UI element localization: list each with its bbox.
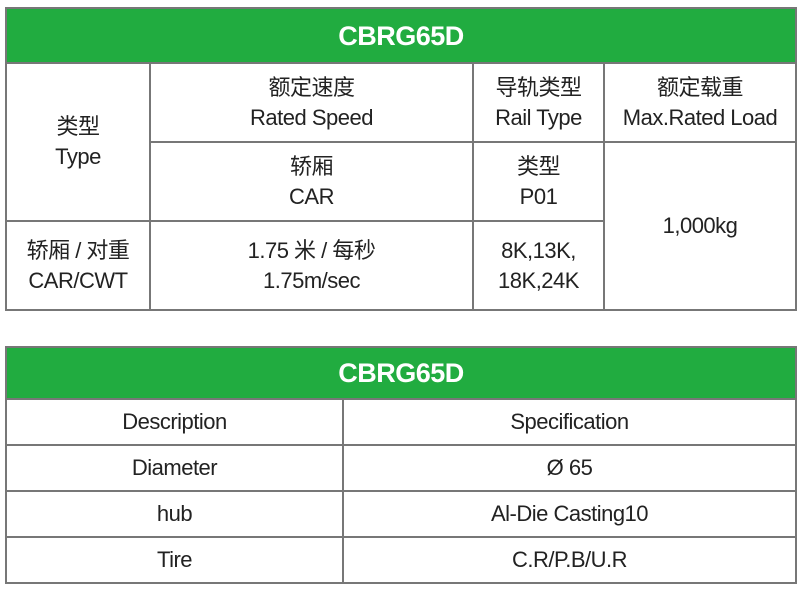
type-header: 类型 Type bbox=[5, 62, 151, 222]
row-label: hub bbox=[5, 490, 344, 538]
rail-type-cell: 类型 P01 bbox=[472, 141, 605, 222]
rail-type-cn: 类型 bbox=[516, 153, 561, 179]
row-value: Al-Die Casting10 bbox=[342, 490, 797, 538]
row-value: C.R/P.B/U.R bbox=[342, 536, 797, 584]
table-title: CBRG65D bbox=[5, 346, 797, 400]
spec-table-main: CBRG65D 类型 Type 额定速度 Rated Speed 导轨类型 Ra… bbox=[4, 7, 798, 311]
speed-header: 额定速度 Rated Speed bbox=[149, 62, 474, 143]
car-cn: 轿厢 bbox=[289, 153, 334, 179]
type-cn: 类型 bbox=[56, 114, 100, 139]
table-row: hub Al-Die Casting10 bbox=[5, 490, 797, 538]
row-value: Ø 65 bbox=[342, 444, 797, 492]
carcwt-cell: 轿厢 / 对重 CAR/CWT bbox=[5, 220, 151, 311]
speed-value-cell: 1.75 米 / 每秒 1.75m/sec bbox=[149, 220, 474, 311]
speed-cn: 额定速度 bbox=[268, 74, 355, 100]
carcwt-cn: 轿厢 / 对重 bbox=[26, 237, 130, 263]
row-label: Tire bbox=[5, 536, 344, 584]
table-row: Tire C.R/P.B/U.R bbox=[5, 536, 797, 584]
rail-header: 导轨类型 Rail Type bbox=[472, 62, 605, 143]
table-title: CBRG65D bbox=[4, 7, 798, 64]
rail-cn: 导轨类型 bbox=[495, 74, 582, 100]
column-header-specification: Specification bbox=[342, 398, 797, 446]
car-cell: 轿厢 CAR bbox=[149, 141, 474, 222]
column-header-description: Description bbox=[5, 398, 344, 446]
type-en: Type bbox=[55, 144, 101, 169]
rail-values-1: 8K,13K, bbox=[501, 237, 576, 263]
table-row: Diameter Ø 65 bbox=[5, 444, 797, 492]
spec-table-details: CBRG65D Description Specification Diamet… bbox=[5, 346, 797, 584]
rail-en: Rail Type bbox=[495, 104, 582, 130]
rail-values-cell: 8K,13K, 18K,24K bbox=[472, 220, 605, 311]
speed-value-en: 1.75m/sec bbox=[263, 267, 361, 293]
rail-values-2: 18K,24K bbox=[498, 267, 579, 293]
rail-type-value: P01 bbox=[519, 183, 558, 209]
speed-en: Rated Speed bbox=[250, 104, 373, 130]
carcwt-en: CAR/CWT bbox=[28, 267, 128, 293]
load-en: Max.Rated Load bbox=[622, 104, 778, 130]
row-label: Diameter bbox=[5, 444, 344, 492]
speed-value-cn: 1.75 米 / 每秒 bbox=[247, 237, 376, 263]
load-value: 1,000kg bbox=[602, 141, 798, 311]
load-cn: 额定载重 bbox=[657, 74, 744, 100]
load-header: 额定载重 Max.Rated Load bbox=[602, 62, 798, 143]
car-en: CAR bbox=[289, 183, 334, 209]
